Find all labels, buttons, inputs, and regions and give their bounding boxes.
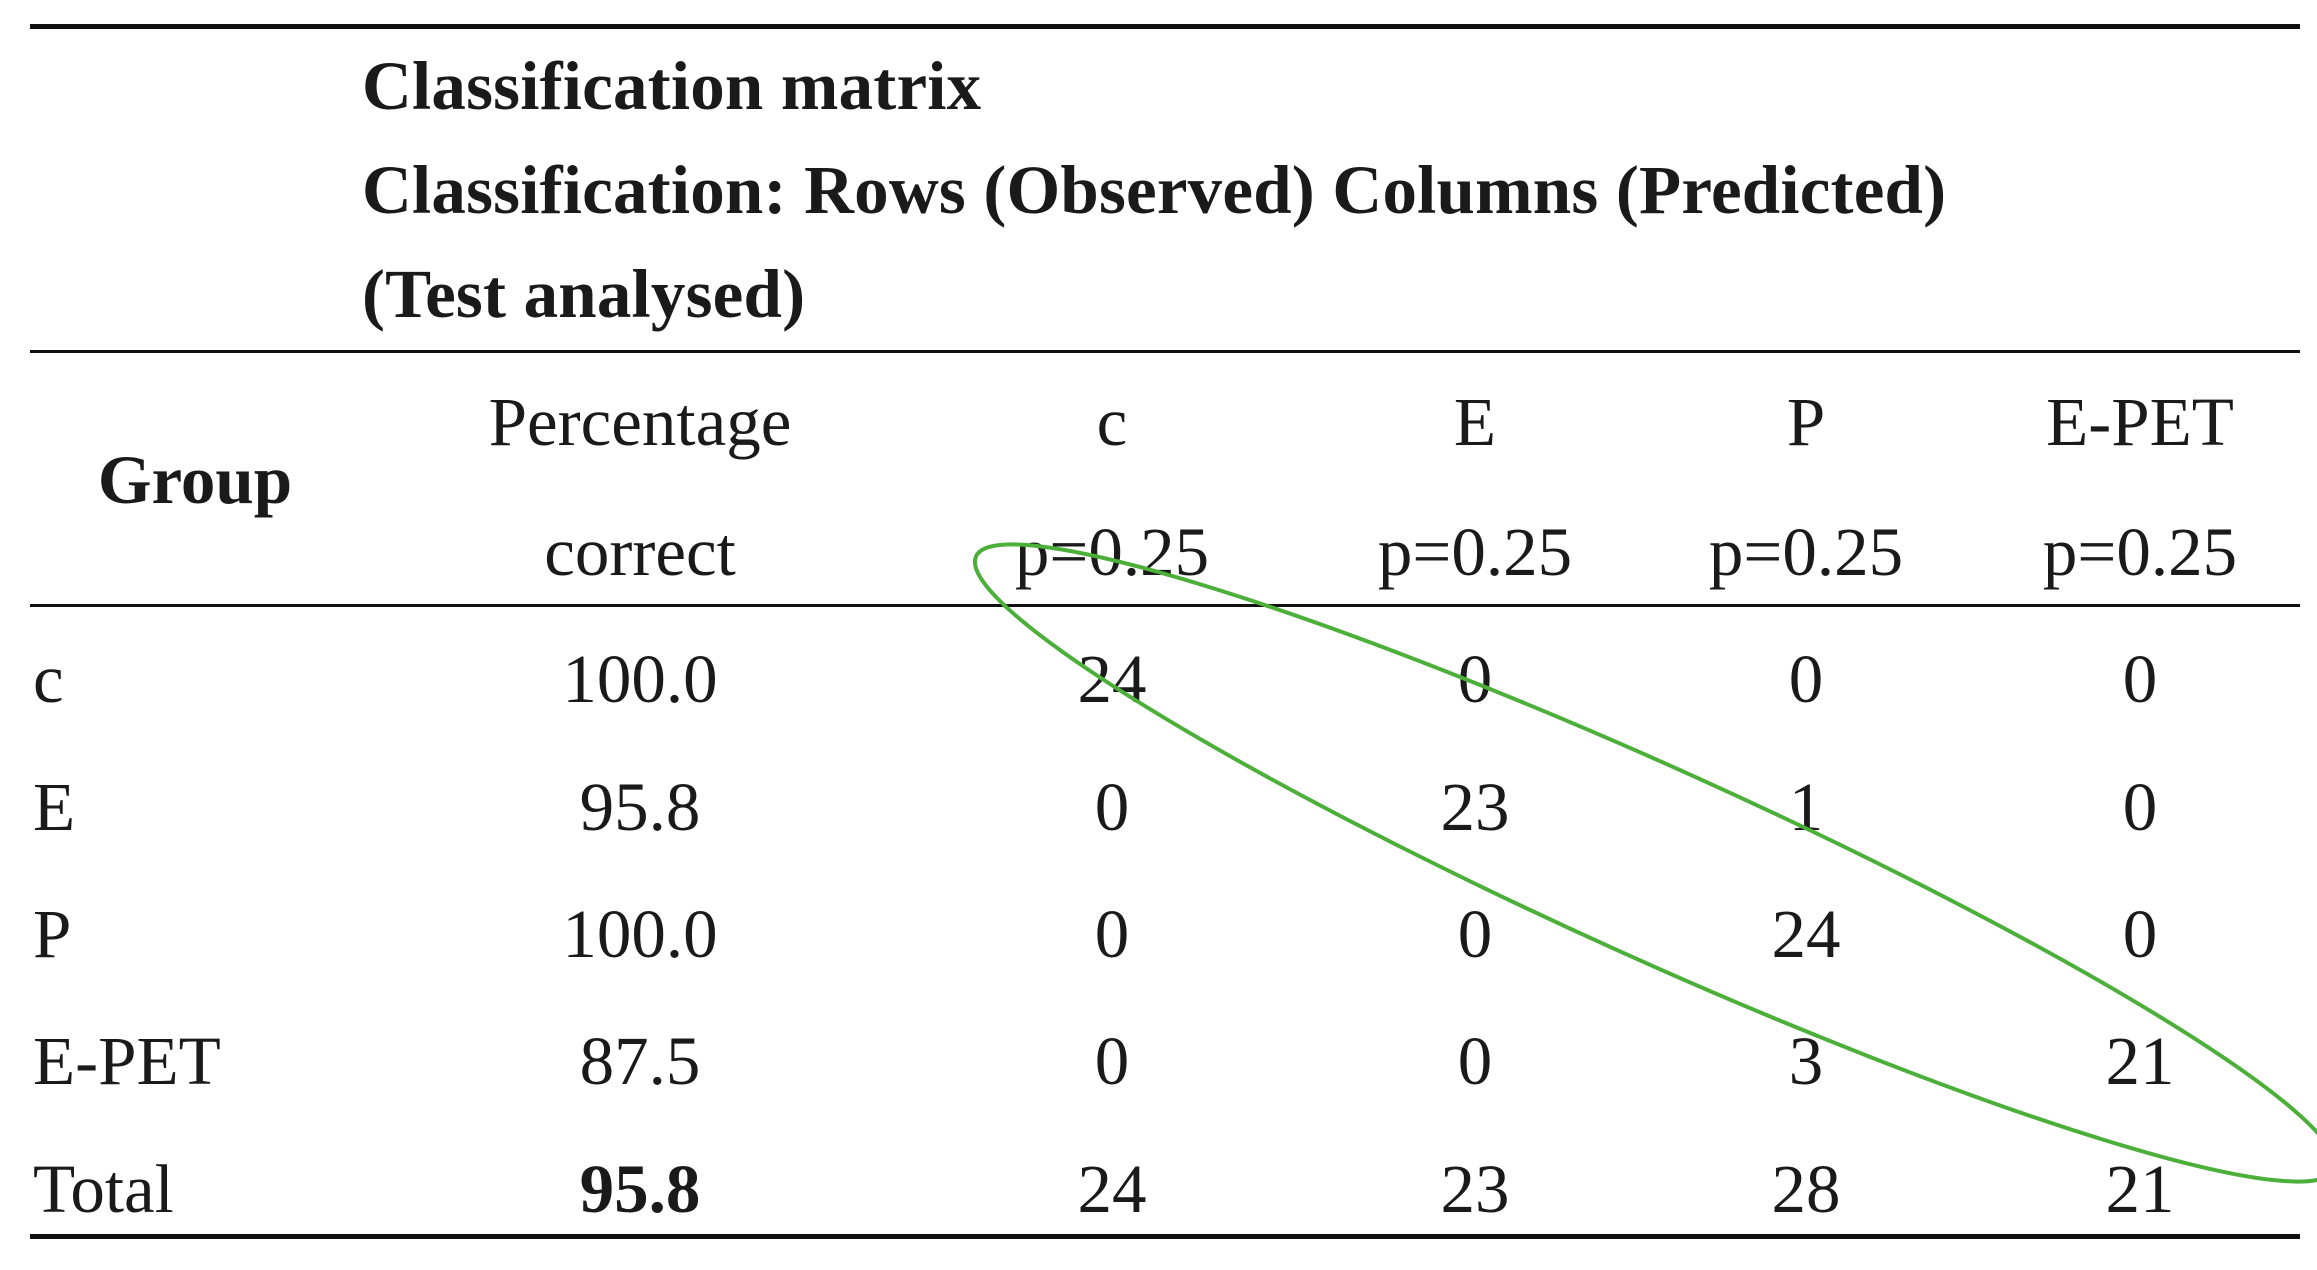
row-p-value-p: 24 (1771, 896, 1841, 972)
total-percent: 95.8 (579, 1151, 701, 1227)
row-e-value-e-pet: 0 (2122, 769, 2158, 845)
total-value-p: 28 (1771, 1151, 1841, 1227)
top-rule (30, 24, 2300, 29)
bottom-rule (30, 1234, 2300, 1239)
total-value-e: 23 (1440, 1151, 1510, 1227)
header-col-e-prob: p=0.25 (1377, 514, 1573, 590)
row-p-value-e: 0 (1457, 896, 1493, 972)
title-divider-rule (30, 350, 2300, 353)
total-value-e-pet: 21 (2105, 1151, 2175, 1227)
row-c-value-e: 0 (1457, 641, 1493, 717)
row-p-value-e-pet: 0 (2122, 896, 2158, 972)
table-title-line-3: (Test analysed) (362, 256, 806, 332)
header-col-e-pet-prob: p=0.25 (2042, 514, 2238, 590)
header-col-e-pet: E-PET (2046, 384, 2234, 460)
header-percentage-line-2: correct (544, 514, 736, 590)
row-e-group: E (33, 769, 76, 845)
row-e-value-c: 0 (1094, 769, 1130, 845)
row-p-value-c: 0 (1094, 896, 1130, 972)
row-p-percent: 100.0 (562, 896, 718, 972)
row-e-value-e: 23 (1440, 769, 1510, 845)
header-col-c-prob: p=0.25 (1014, 514, 1210, 590)
header-col-p: P (1786, 384, 1826, 460)
row-c-group: c (33, 641, 64, 717)
header-col-p-prob: p=0.25 (1708, 514, 1904, 590)
row-c-value-e-pet: 0 (2122, 641, 2158, 717)
header-percentage-line-1: Percentage (488, 384, 792, 460)
header-col-e: E (1453, 384, 1497, 460)
row-e-pet-value-e-pet: 21 (2105, 1023, 2175, 1099)
total-value-c: 24 (1077, 1151, 1147, 1227)
row-e-pet-percent: 87.5 (579, 1023, 701, 1099)
row-e-percent: 95.8 (579, 769, 701, 845)
row-e-pet-value-e: 0 (1457, 1023, 1493, 1099)
row-e-value-p: 1 (1788, 769, 1824, 845)
row-e-pet-value-c: 0 (1094, 1023, 1130, 1099)
table-title-line-2: Classification: Rows (Observed) Columns … (362, 152, 1947, 228)
row-c-percent: 100.0 (562, 641, 718, 717)
total-label: Total (33, 1151, 174, 1227)
header-col-c: c (1096, 384, 1128, 460)
table-title-line-1: Classification matrix (362, 48, 982, 124)
row-c-value-p: 0 (1788, 641, 1824, 717)
row-p-group: P (33, 896, 72, 972)
row-c-value-c: 24 (1077, 641, 1147, 717)
header-group: Group (97, 442, 293, 518)
row-e-pet-group: E-PET (33, 1023, 221, 1099)
header-divider-rule (30, 604, 2300, 607)
row-e-pet-value-p: 3 (1788, 1023, 1824, 1099)
